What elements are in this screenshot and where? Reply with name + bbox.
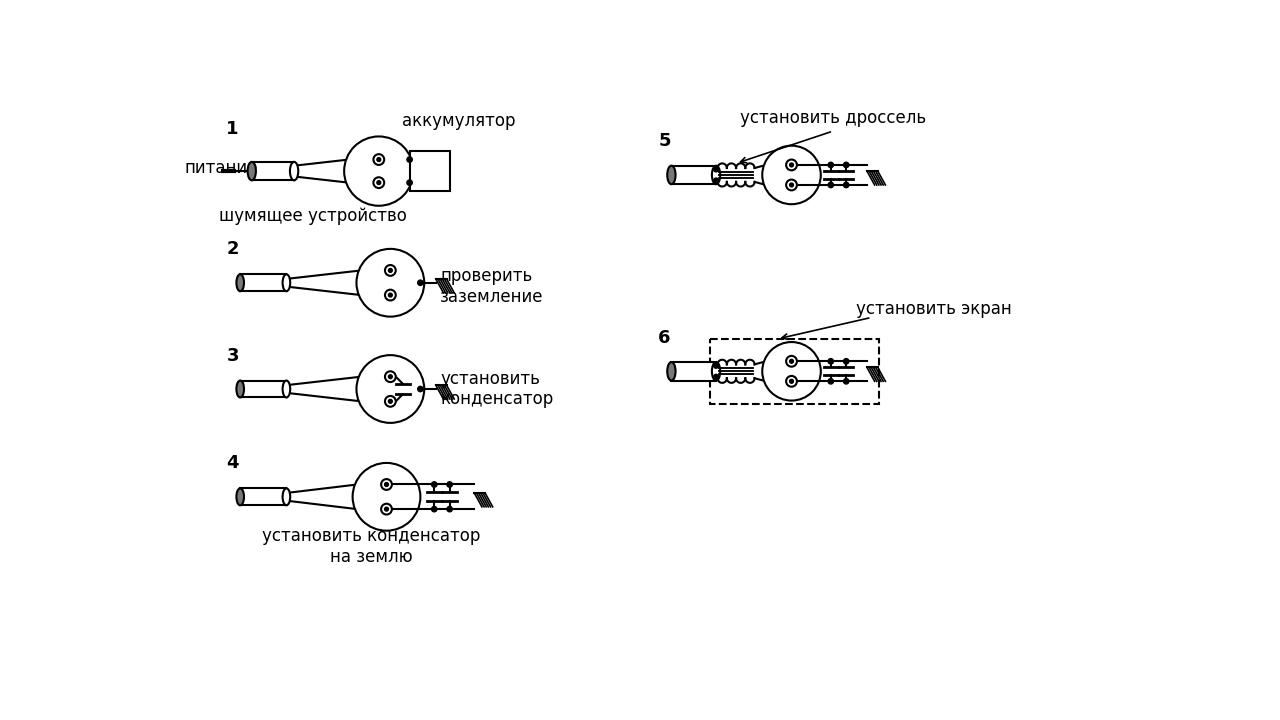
Ellipse shape [283,488,291,505]
Text: 3: 3 [227,346,239,364]
Text: установить экран: установить экран [856,300,1012,318]
Circle shape [790,163,794,167]
Bar [241,274,287,291]
Circle shape [384,507,388,511]
Circle shape [786,160,797,171]
Circle shape [844,359,849,364]
Ellipse shape [667,166,676,184]
Circle shape [374,177,384,188]
Ellipse shape [237,274,244,291]
Bar [710,339,878,404]
Circle shape [431,482,436,487]
Ellipse shape [667,362,676,381]
Circle shape [431,506,436,512]
Ellipse shape [712,166,721,184]
Text: аккумулятор: аккумулятор [402,112,516,130]
Ellipse shape [283,381,291,397]
Text: питание: питание [184,159,259,177]
Circle shape [844,182,849,188]
Circle shape [417,387,424,392]
Ellipse shape [237,488,244,505]
Circle shape [714,374,718,379]
Circle shape [790,359,794,363]
Text: установить
конденсатор: установить конденсатор [440,369,554,408]
Circle shape [786,356,797,366]
Bar [252,162,294,180]
Circle shape [384,482,388,487]
Circle shape [786,376,797,387]
Text: 4: 4 [227,454,239,472]
Ellipse shape [283,274,291,291]
Circle shape [385,265,396,276]
Circle shape [790,183,794,187]
Circle shape [714,364,718,368]
Circle shape [844,379,849,384]
Bar [410,151,449,191]
Circle shape [714,167,718,172]
Bar [241,381,287,397]
Circle shape [786,179,797,190]
Bar [672,362,716,381]
Circle shape [844,162,849,168]
Circle shape [388,400,392,403]
Circle shape [714,178,718,183]
Text: 2: 2 [227,240,239,258]
Circle shape [417,280,424,285]
Bar [241,488,287,505]
Circle shape [763,145,820,204]
Text: 5: 5 [658,132,671,150]
Text: проверить
заземление: проверить заземление [440,267,544,306]
Circle shape [356,249,424,317]
Ellipse shape [712,362,721,381]
Circle shape [385,289,396,300]
Circle shape [385,396,396,407]
Circle shape [447,482,452,487]
Circle shape [828,162,833,168]
Circle shape [352,463,420,531]
Text: установить конденсатор
на землю: установить конденсатор на землю [262,528,480,566]
Circle shape [376,181,380,184]
Circle shape [790,379,794,383]
Circle shape [388,293,392,297]
Circle shape [381,504,392,515]
Ellipse shape [237,381,244,397]
Circle shape [828,182,833,188]
Circle shape [407,157,412,162]
Circle shape [376,158,380,161]
Circle shape [356,355,424,423]
Circle shape [763,342,820,400]
Bar [672,166,716,184]
Text: установить дроссель: установить дроссель [740,109,927,127]
Ellipse shape [291,162,298,180]
Circle shape [447,506,452,512]
Circle shape [828,359,833,364]
Text: 1: 1 [227,120,239,138]
Circle shape [388,375,392,379]
Circle shape [381,479,392,490]
Text: 6: 6 [658,329,671,347]
Circle shape [828,379,833,384]
Circle shape [385,372,396,382]
Text: шумящее устройство: шумящее устройство [219,207,407,225]
Circle shape [344,137,413,206]
Circle shape [374,154,384,165]
Circle shape [388,269,392,272]
Ellipse shape [247,162,256,180]
Circle shape [407,180,412,185]
